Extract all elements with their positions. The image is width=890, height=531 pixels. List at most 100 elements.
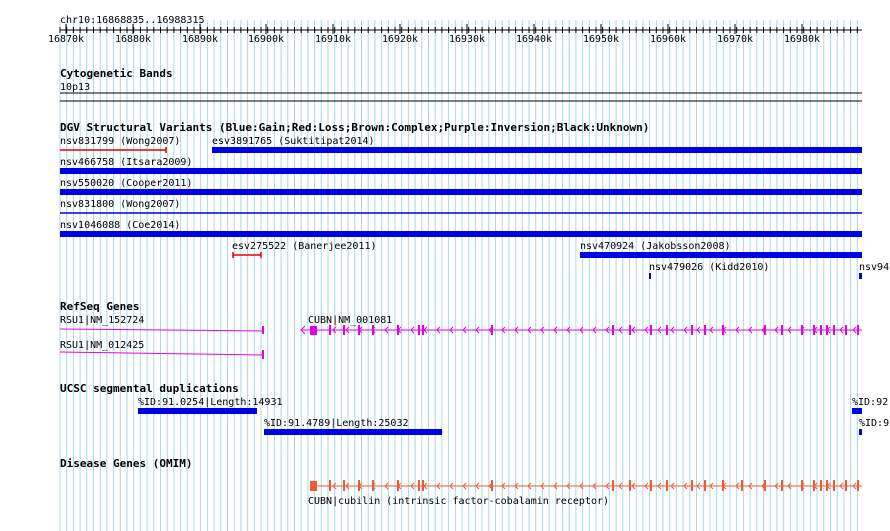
omim-gene-exon bbox=[629, 480, 631, 491]
omim-gene-exon bbox=[612, 480, 614, 491]
dgv-variant-bar bbox=[580, 252, 862, 258]
dgv-variant-bar bbox=[212, 147, 862, 153]
refseq-strand-chevron bbox=[787, 326, 792, 334]
segdup-label[interactable]: %ID:92 bbox=[859, 418, 890, 429]
refseq-strand-chevron bbox=[462, 326, 467, 334]
segdup-bar bbox=[859, 429, 862, 435]
refseq-strand-chevron bbox=[813, 326, 818, 334]
omim-strand-chevron bbox=[462, 482, 467, 490]
dgv-track-title[interactable]: DGV Structural Variants (Blue:Gain;Red:L… bbox=[60, 121, 650, 134]
refseq-strand-chevron bbox=[579, 326, 584, 334]
omim-gene-exon bbox=[418, 480, 420, 491]
dgv-variant-label[interactable]: nsv479026 (Kidd2010) bbox=[649, 262, 770, 273]
omim-strand-chevron bbox=[358, 482, 363, 490]
omim-strand-chevron bbox=[527, 482, 532, 490]
omim-track-title[interactable]: Disease Genes (OMIM) bbox=[60, 457, 193, 470]
refseq-strand-chevron bbox=[540, 326, 545, 334]
omim-gene-exon bbox=[845, 480, 847, 491]
dgv-variant-label[interactable]: nsv1046088 (Coe2014) bbox=[60, 220, 181, 231]
omim-gene-exon bbox=[343, 480, 345, 491]
refseq-strand-chevron bbox=[410, 326, 415, 334]
segdup-bar bbox=[852, 408, 862, 414]
dgv-variant-label[interactable]: nsv831799 (Wong2007) bbox=[60, 136, 181, 147]
omim-strand-chevron bbox=[423, 482, 428, 490]
omim-strand-chevron bbox=[722, 482, 727, 490]
refseq-gene-exon bbox=[422, 325, 424, 335]
refseq-gene-exon bbox=[612, 325, 614, 335]
segdup-label[interactable]: %ID:91.0254|Length:14931 bbox=[138, 397, 283, 408]
dgv-variant-bar bbox=[859, 273, 862, 279]
omim-strand-chevron bbox=[631, 482, 636, 490]
omim-gene-exon bbox=[666, 480, 668, 491]
ruler-tick-label: 16960k bbox=[649, 34, 687, 45]
refseq-strand-chevron bbox=[371, 326, 376, 334]
omim-gene-label[interactable]: CUBN|cubilin (intrinsic factor-cobalamin… bbox=[308, 496, 610, 507]
refseq-gene-exon bbox=[491, 325, 493, 335]
refseq-strand-chevron bbox=[631, 326, 636, 334]
refseq-strand-chevron bbox=[488, 326, 493, 334]
ruler-tick-label: 16900k bbox=[247, 34, 285, 45]
dgv-variant-label[interactable]: nsv947 bbox=[859, 262, 890, 273]
dgv-variant-label[interactable]: nsv466758 (Itsara2009) bbox=[60, 157, 193, 168]
omim-strand-chevron bbox=[501, 482, 506, 490]
ruler-tick-label: 16940k bbox=[515, 34, 553, 45]
omim-strand-chevron bbox=[709, 482, 714, 490]
refseq-gene-label[interactable]: RSU1|NM_152724 bbox=[60, 315, 145, 326]
refseq-strand-chevron bbox=[644, 326, 649, 334]
omim-gene-exon bbox=[422, 480, 424, 491]
segdup-label[interactable]: %ID:91.4789|Length:25032 bbox=[264, 418, 409, 429]
ruler-tick-label: 16950k bbox=[582, 34, 620, 45]
omim-strand-chevron bbox=[683, 482, 688, 490]
omim-gene-exon bbox=[781, 480, 783, 491]
refseq-gene-exon bbox=[262, 350, 264, 359]
omim-strand-chevron bbox=[774, 482, 779, 490]
refseq-gene-exon bbox=[845, 325, 847, 335]
omim-strand-chevron bbox=[553, 482, 558, 490]
omim-strand-chevron bbox=[332, 482, 337, 490]
refseq-gene-label[interactable]: CUBN|NM_001081 bbox=[308, 315, 393, 326]
refseq-strand-chevron bbox=[683, 326, 688, 334]
refseq-gene-exon bbox=[764, 325, 766, 335]
omim-strand-chevron bbox=[566, 482, 571, 490]
refseq-gene-exon bbox=[820, 325, 822, 335]
segdup-track-title[interactable]: UCSC segmental duplications bbox=[60, 382, 239, 395]
ruler-tick-label: 16980k bbox=[783, 34, 821, 45]
dgv-variant-bar bbox=[60, 168, 862, 174]
omim-gene-exon bbox=[820, 480, 822, 491]
dgv-variant-label[interactable]: nsv470924 (Jakobsson2008) bbox=[580, 241, 731, 252]
ruler-tick-label: 16920k bbox=[381, 34, 419, 45]
refseq-strand-chevron bbox=[618, 326, 623, 334]
omim-gene-exon bbox=[491, 480, 493, 491]
dgv-variant-label[interactable]: nsv550020 (Cooper2011) bbox=[60, 178, 193, 189]
omim-gene-exon bbox=[857, 480, 859, 491]
omim-strand-chevron bbox=[761, 482, 766, 490]
refseq-strand-chevron bbox=[605, 326, 610, 334]
dgv-variant-label[interactable]: esv275522 (Banerjee2011) bbox=[232, 241, 377, 252]
refseq-strand-chevron bbox=[826, 326, 831, 334]
segdup-label[interactable]: %ID:92 bbox=[852, 397, 889, 408]
refseq-strand-chevron bbox=[722, 326, 727, 334]
omim-strand-chevron bbox=[787, 482, 792, 490]
refseq-gene-exon bbox=[650, 325, 652, 335]
segdup-bar bbox=[138, 408, 257, 414]
omim-strand-chevron bbox=[514, 482, 519, 490]
refseq-strand-chevron bbox=[449, 326, 454, 334]
refseq-track-title[interactable]: RefSeq Genes bbox=[60, 300, 140, 313]
cytoband-track-title[interactable]: Cytogenetic Bands bbox=[60, 67, 173, 80]
refseq-gene-exon bbox=[666, 325, 668, 335]
omim-strand-chevron bbox=[657, 482, 662, 490]
omim-strand-chevron bbox=[800, 482, 805, 490]
refseq-strand-chevron bbox=[423, 326, 428, 334]
refseq-strand-chevron bbox=[514, 326, 519, 334]
refseq-gene-intron bbox=[59, 328, 264, 332]
omim-strand-chevron bbox=[579, 482, 584, 490]
dgv-variant-label[interactable]: esv3891765 (Suktitipat2014) bbox=[212, 136, 375, 147]
omim-strand-chevron bbox=[449, 482, 454, 490]
refseq-strand-chevron bbox=[800, 326, 805, 334]
dgv-variant-label[interactable]: nsv831800 (Wong2007) bbox=[60, 199, 181, 210]
ruler-tick-label: 16880k bbox=[114, 34, 152, 45]
omim-strand-chevron bbox=[644, 482, 649, 490]
refseq-gene-label[interactable]: RSU1|NM_012425 bbox=[60, 340, 145, 351]
refseq-gene-exon bbox=[704, 325, 706, 335]
